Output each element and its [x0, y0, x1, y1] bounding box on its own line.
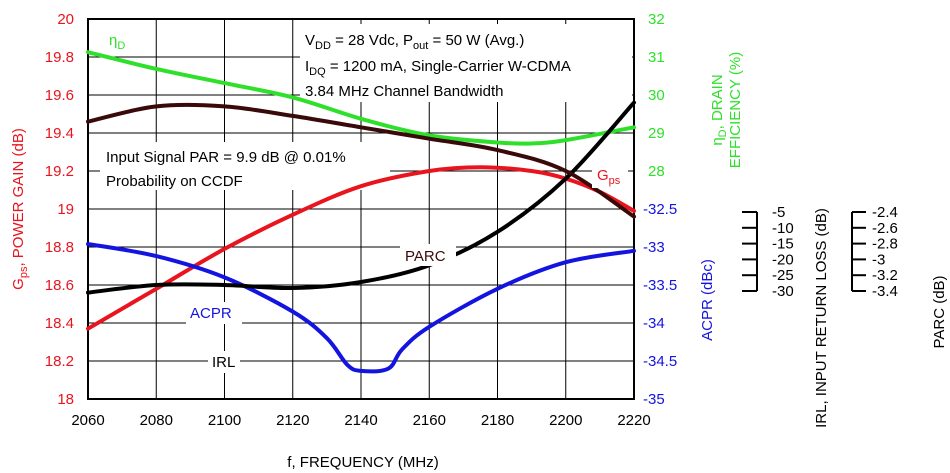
acpr-label-bg — [186, 302, 242, 324]
conditions-line-3: 3.84 MHz Channel Bandwidth — [305, 83, 503, 100]
acpr-tick-label: -33 — [643, 239, 665, 256]
eta-d-label: ηD — [109, 32, 125, 52]
efficiency-tick-label: 31 — [648, 49, 665, 66]
series-layer — [86, 50, 636, 374]
gain-tick-label: 19 — [57, 201, 74, 218]
irl-axis-title: IRL, INPUT RETURN LOSS (dB) — [813, 208, 830, 428]
parc-series-label: PARC — [405, 248, 446, 265]
x-tick-label: 2100 — [208, 412, 241, 429]
irl-label-bg — [208, 351, 240, 373]
eta-d-main: η — [109, 32, 117, 49]
parc-tick-label: -3.2 — [872, 267, 898, 284]
par-line-1: Input Signal PAR = 9.9 dB @ 0.01% — [106, 149, 346, 166]
acpr-tick-label: -35 — [643, 391, 665, 408]
gain-tick-label: 18.2 — [45, 353, 74, 370]
gain-tick-label: 18.4 — [45, 315, 74, 332]
gps-label: Gps — [597, 167, 621, 187]
efficiency-axis-title-line2: EFFICIENCY (%) — [727, 52, 744, 168]
gain-title-rest: , POWER GAIN (dB) — [10, 128, 27, 266]
parc-tick-label: -3.4 — [872, 283, 898, 300]
irl-tick-label: -15 — [772, 236, 794, 253]
acpr-tick-label: -33.5 — [643, 277, 677, 294]
conditions-box-bg — [300, 24, 632, 102]
gain-series-line — [86, 165, 636, 331]
x-axis-title: f, FREQUENCY (MHz) — [287, 454, 438, 471]
idq-sub: DQ — [309, 66, 326, 78]
conditions-line-1: VDD = 28 Vdc, Pout = 50 W (Avg.) — [305, 32, 524, 52]
pout-sub: out — [413, 40, 428, 52]
eff-title-main: η — [709, 137, 726, 145]
gain-tick-label: 19.8 — [45, 49, 74, 66]
parc-axis-title: PARC (dB) — [931, 275, 948, 348]
parc-series-line — [86, 102, 636, 219]
acpr-series-label: ACPR — [190, 305, 232, 322]
irl-axis: -5-10-15-20-25-30 — [742, 204, 794, 300]
acpr-axis-title: ACPR (dBc) — [699, 259, 716, 341]
vdd-sub: DD — [315, 40, 331, 52]
gain-tick-labels: 20 19.8 19.6 19.4 19.2 19 18.8 18.6 18.4 18.2 18 — [45, 11, 74, 408]
irl-tick-label: -20 — [772, 251, 794, 268]
acpr-tick-label: -34 — [643, 315, 665, 332]
x-tick-label: 2120 — [276, 412, 309, 429]
vdd-main: V — [305, 32, 315, 49]
parc-tick-label: -2.8 — [872, 236, 898, 253]
efficiency-tick-label: 30 — [648, 87, 665, 104]
gain-tick-label: 18.8 — [45, 239, 74, 256]
efficiency-tick-labels: 32 31 30 29 28 — [648, 11, 665, 180]
parc-axis: -2.4-2.6-2.8-3-3.2-3.4 — [851, 204, 898, 300]
vdd-value: = 28 Vdc, P — [331, 32, 413, 49]
gain-tick-label: 19.2 — [45, 163, 74, 180]
efficiency-axis-title-line1: ηD, DRAIN — [709, 74, 729, 145]
parc-tick-label: -3 — [872, 251, 885, 268]
x-tick-label: 2200 — [549, 412, 582, 429]
efficiency-tick-label: 28 — [648, 163, 665, 180]
par-line-2: Probability on CCDF — [106, 173, 243, 190]
irl-tick-label: -10 — [772, 220, 794, 237]
parc-tick-label: -2.6 — [872, 220, 898, 237]
gain-title-sub: ps — [18, 266, 30, 278]
x-tick-label: 2160 — [413, 412, 446, 429]
gps-main: G — [597, 167, 609, 184]
gain-title-main: G — [10, 278, 27, 290]
irl-tick-label: -25 — [772, 267, 794, 284]
gain-axis-title: Gps, POWER GAIN (dB) — [10, 128, 30, 290]
gps-sub: ps — [609, 175, 621, 187]
x-tick-label: 2080 — [140, 412, 173, 429]
eta-d-sub: D — [117, 40, 125, 52]
eff-title-sub: D — [717, 129, 729, 137]
efficiency-tick-label: 29 — [648, 125, 665, 142]
idq-main: I — [305, 58, 309, 75]
irl-tick-label: -5 — [772, 204, 785, 221]
pout-value: = 50 W (Avg.) — [428, 32, 524, 49]
irl-tick-label: -30 — [772, 283, 794, 300]
parc-tick-label: -2.4 — [872, 204, 898, 221]
x-tick-labels: 2060 2080 2100 2120 2140 2160 2180 2200 2220 — [71, 412, 650, 429]
x-tick-label: 2220 — [617, 412, 650, 429]
idq-value: = 1200 mA, Single-Carrier W-CDMA — [326, 58, 571, 75]
acpr-tick-label: -32.5 — [643, 201, 677, 218]
x-tick-label: 2060 — [71, 412, 104, 429]
gain-tick-label: 18.6 — [45, 277, 74, 294]
efficiency-series-line — [86, 50, 636, 146]
gps-label-bg — [592, 164, 628, 188]
eta-label-bg — [104, 28, 138, 50]
gain-tick-label: 20 — [57, 11, 74, 28]
x-tick-label: 2180 — [481, 412, 514, 429]
x-tick-label: 2140 — [344, 412, 377, 429]
acpr-series-line — [86, 242, 636, 374]
acpr-tick-labels: -32.5 -33 -33.5 -34 -34.5 -35 — [643, 201, 677, 408]
eff-title-rest: , DRAIN — [709, 74, 726, 129]
acpr-tick-label: -34.5 — [643, 353, 677, 370]
gain-tick-label: 18 — [57, 391, 74, 408]
irl-series-line — [86, 100, 636, 295]
irl-series-label: IRL — [212, 354, 235, 371]
conditions-line-2: IDQ = 1200 mA, Single-Carrier W-CDMA — [305, 58, 571, 78]
gain-tick-label: 19.4 — [45, 125, 74, 142]
efficiency-tick-label: 32 — [648, 11, 665, 28]
gain-tick-label: 19.6 — [45, 87, 74, 104]
par-box-bg — [100, 142, 390, 190]
parc-label-bg — [400, 244, 456, 266]
